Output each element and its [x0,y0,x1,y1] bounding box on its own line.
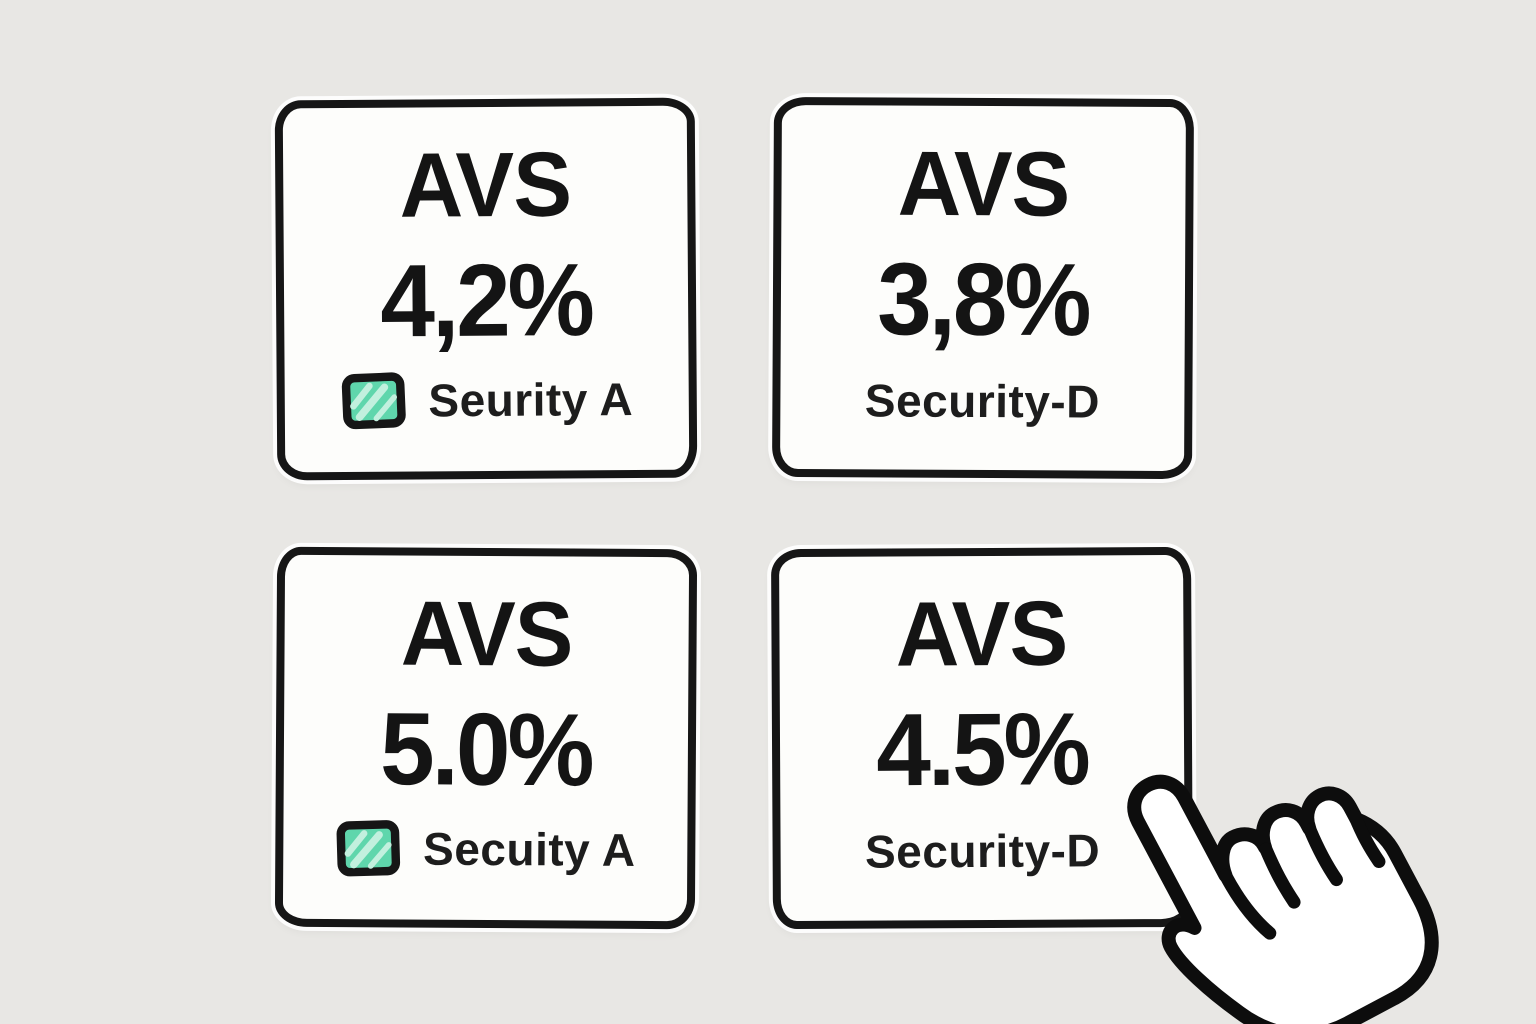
card-rate: 3,8% [876,240,1089,358]
avs-card-2[interactable]: AVS 3,8% Security-D [772,96,1194,480]
card-security-label: Security-D [864,824,1101,878]
card-rate: 4,2% [379,241,593,359]
card-security-label: Security-D [864,374,1101,428]
avs-card-1[interactable]: AVS 4,2% Seurity A [274,97,698,481]
card-security-label: Secuity A [422,822,636,876]
card-rate: 4.5% [876,690,1089,808]
card-title: AVS [895,581,1068,686]
card-title: AVS [400,581,573,686]
card-label-row: Security-D [865,373,1100,428]
card-label-row: Secuity A [335,819,636,879]
card-security-label: Seurity A [428,372,634,427]
card-rate: 5.0% [379,690,592,808]
card-label-row: Security-D [865,823,1100,878]
card-title: AVS [897,131,1070,236]
card-label-row: Seurity A [340,370,633,430]
avs-card-3[interactable]: AVS 5.0% Secuity A [274,546,698,930]
avs-card-4[interactable]: AVS 4.5% Security-D [771,546,1193,930]
card-title: AVS [399,132,572,237]
teal-swatch-icon [341,372,406,430]
teal-swatch-icon [336,820,400,877]
